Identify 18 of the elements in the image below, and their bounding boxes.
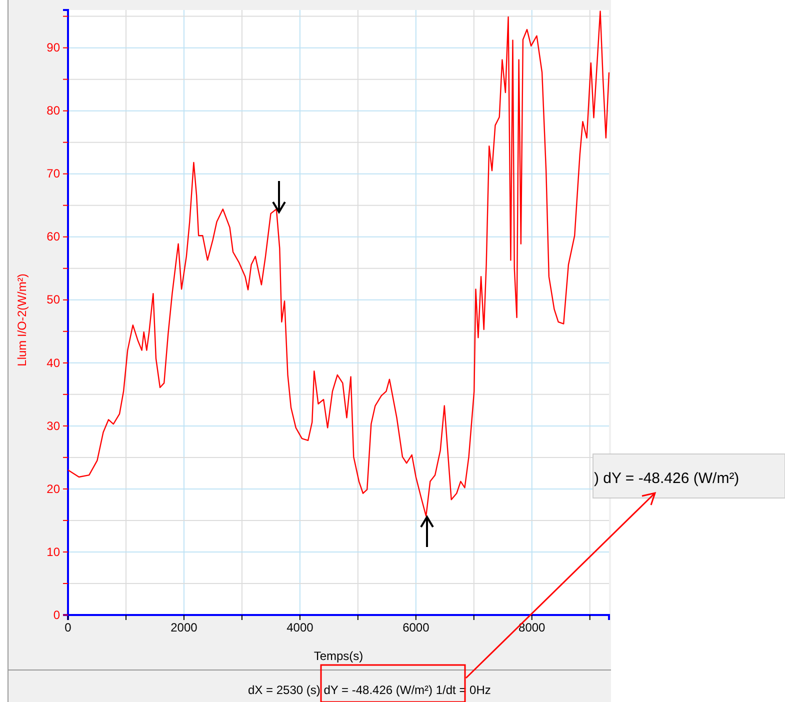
y-tick-label: 0 [53,608,60,622]
y-tick-label: 40 [46,356,60,370]
y-tick-label: 50 [46,292,60,307]
x-tick-label: 6000 [402,620,430,635]
y-tick-label: 90 [46,40,60,55]
x-tick-label: 4000 [286,620,314,635]
x-axis-title: Temps(s) [314,649,364,663]
annotation: ) dY = -48.426 (W/m²) [594,470,740,487]
y-axis-title: Llum I/O-2(W/m²) [15,274,29,366]
y-tick-label: 20 [46,482,60,496]
x-tick-label: 0 [64,620,72,635]
x-tick-label: 2000 [170,620,198,635]
y-tick-label: 30 [46,418,60,433]
y-tick-label: 60 [46,230,60,244]
y-tick-label: 80 [46,104,60,118]
y-tick-label: 70 [46,166,60,181]
x-tick-label: 8000 [518,620,546,635]
y-tick-label: 10 [46,544,60,559]
